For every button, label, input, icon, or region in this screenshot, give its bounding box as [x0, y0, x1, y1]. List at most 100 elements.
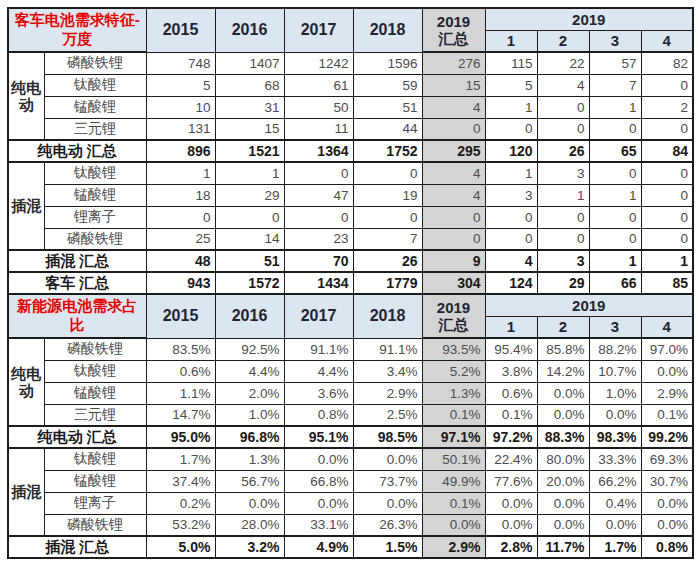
section-header-row: 新能源电池需求占比20152016201720182019汇总2019	[8, 294, 693, 316]
value-cell: 14.7%	[146, 404, 215, 426]
value-cell: 5.0%	[146, 536, 215, 558]
data-row: 锰酸锂37.4%56.7%66.8%73.7%49.9%77.6%20.0%66…	[8, 470, 693, 492]
value-cell: 9	[422, 250, 485, 272]
value-cell: 10.7%	[589, 360, 641, 382]
value-cell: 0.8%	[641, 536, 693, 558]
battery-type-cell: 锰酸锂	[44, 96, 146, 118]
value-cell: 0	[353, 206, 422, 228]
section-header-row: 客车电池需求特征-万度20152016201720182019汇总2019	[8, 8, 693, 30]
total-column-header-line: 2019	[423, 13, 485, 30]
value-cell: 1752	[353, 140, 422, 162]
value-cell: 2.8%	[485, 536, 537, 558]
value-cell: 0.0%	[284, 492, 353, 514]
value-cell: 14.2%	[537, 360, 589, 382]
battery-type-cell: 钛酸锂	[44, 448, 146, 470]
value-cell: 48	[146, 250, 215, 272]
group-total-label: 插混 汇总	[8, 536, 146, 558]
value-cell: 1	[589, 96, 641, 118]
value-cell: 0.0%	[353, 492, 422, 514]
value-cell: 30.7%	[641, 470, 693, 492]
data-row: 锂离子000000000	[8, 206, 693, 228]
value-cell: 748	[146, 52, 215, 74]
value-cell: 33.3%	[589, 448, 641, 470]
value-cell: 73.7%	[353, 470, 422, 492]
value-cell: 5.2%	[422, 360, 485, 382]
value-cell: 95.0%	[146, 426, 215, 448]
value-cell: 2.5%	[353, 404, 422, 426]
value-cell: 0	[537, 206, 589, 228]
group-label-cell: 纯电动	[8, 338, 44, 426]
value-cell: 10	[146, 96, 215, 118]
value-cell: 0.0%	[641, 514, 693, 536]
group-total-label: 纯电动 汇总	[8, 426, 146, 448]
value-cell: 0.0%	[215, 492, 284, 514]
value-cell: 70	[284, 250, 353, 272]
battery-type-cell: 磷酸铁锂	[44, 52, 146, 74]
value-cell: 23	[284, 228, 353, 250]
value-cell: 7	[353, 228, 422, 250]
value-cell: 1.7%	[146, 448, 215, 470]
value-cell: 0	[422, 206, 485, 228]
group-total-row: 插混 汇总5.0%3.2%4.9%1.5%2.9%2.8%11.7%1.7%0.…	[8, 536, 693, 558]
year-header: 2018	[353, 8, 422, 52]
value-cell: 0.1%	[485, 404, 537, 426]
value-cell: 0	[641, 184, 693, 206]
data-row: 磷酸铁锂53.2%28.0%33.1%26.3%0.0%0.0%0.0%0.0%…	[8, 514, 693, 536]
value-cell: 1	[537, 184, 589, 206]
value-cell: 2.9%	[353, 382, 422, 404]
data-row: 锰酸锂1829471943110	[8, 184, 693, 206]
value-cell: 19	[353, 184, 422, 206]
value-cell: 49.9%	[422, 470, 485, 492]
value-cell: 1.0%	[589, 382, 641, 404]
value-cell: 15	[422, 74, 485, 96]
value-cell: 0.0%	[353, 448, 422, 470]
value-cell: 0.0%	[537, 404, 589, 426]
battery-type-cell: 钛酸锂	[44, 162, 146, 184]
grand-total-label: 客车 汇总	[8, 272, 146, 294]
value-cell: 295	[422, 140, 485, 162]
value-cell: 1779	[353, 272, 422, 294]
battery-type-cell: 锰酸锂	[44, 382, 146, 404]
data-row: 钛酸锂0.6%4.4%4.4%3.4%5.2%3.8%14.2%10.7%0.0…	[8, 360, 693, 382]
value-cell: 3	[537, 250, 589, 272]
group-label-cell: 插混	[8, 448, 44, 536]
value-cell: 304	[422, 272, 485, 294]
quarter-group-header: 2019	[485, 8, 693, 30]
battery-type-cell: 钛酸锂	[44, 360, 146, 382]
value-cell: 0	[353, 162, 422, 184]
value-cell: 96.8%	[215, 426, 284, 448]
value-cell: 15	[215, 118, 284, 140]
value-cell: 1.5%	[353, 536, 422, 558]
value-cell: 98.3%	[589, 426, 641, 448]
data-row: 插混钛酸锂1.7%1.3%0.0%0.0%50.1%22.4%80.0%33.3…	[8, 448, 693, 470]
data-row: 锂离子0.2%0.0%0.0%0.0%0.1%0.0%0.0%0.4%0.0%	[8, 492, 693, 514]
value-cell: 1	[146, 162, 215, 184]
value-cell: 97.1%	[422, 426, 485, 448]
value-cell: 0.6%	[485, 382, 537, 404]
quarter-header: 4	[641, 316, 693, 338]
data-row: 磷酸铁锂251423700000	[8, 228, 693, 250]
value-cell: 56.7%	[215, 470, 284, 492]
value-cell: 14	[215, 228, 284, 250]
value-cell: 1572	[215, 272, 284, 294]
value-cell: 0	[284, 162, 353, 184]
value-cell: 115	[485, 52, 537, 74]
value-cell: 896	[146, 140, 215, 162]
value-cell: 276	[422, 52, 485, 74]
value-cell: 2.9%	[422, 536, 485, 558]
total-column-header-line: 2019	[423, 299, 485, 316]
value-cell: 0	[215, 206, 284, 228]
value-cell: 0	[485, 118, 537, 140]
grand-total-row: 客车 汇总943157214341779304124296685	[8, 272, 693, 294]
battery-type-cell: 锰酸锂	[44, 470, 146, 492]
value-cell: 66.8%	[284, 470, 353, 492]
group-total-row: 插混 汇总4851702694311	[8, 250, 693, 272]
value-cell: 4.4%	[284, 360, 353, 382]
value-cell: 92.5%	[215, 338, 284, 360]
group-total-row: 纯电动 汇总95.0%96.8%95.1%98.5%97.1%97.2%88.3…	[8, 426, 693, 448]
value-cell: 2	[641, 96, 693, 118]
value-cell: 0	[641, 162, 693, 184]
data-row: 锰酸锂1.1%2.0%3.6%2.9%1.3%0.6%0.0%1.0%2.9%	[8, 382, 693, 404]
value-cell: 82	[641, 52, 693, 74]
value-cell: 80.0%	[537, 448, 589, 470]
